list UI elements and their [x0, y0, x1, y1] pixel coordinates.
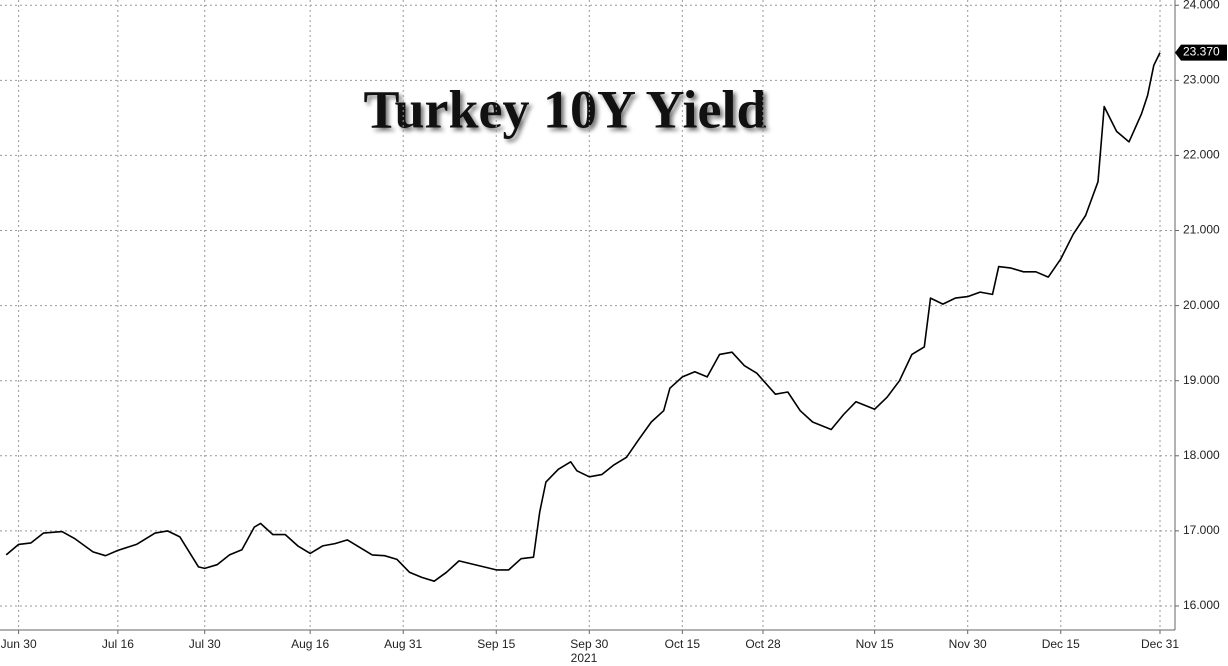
x-tick-label: Oct 15	[665, 637, 701, 651]
y-tick-label: 22.000	[1183, 148, 1220, 162]
x-tick-label: Nov 15	[856, 637, 894, 651]
x-tick-label: Nov 30	[949, 637, 987, 651]
y-tick-label: 23.000	[1183, 73, 1220, 87]
y-tick-label: 21.000	[1183, 223, 1220, 237]
y-tick-label: 24.000	[1183, 0, 1220, 11]
x-tick-label: Jun 30	[1, 637, 37, 651]
last-value-label: 23.370	[1183, 45, 1220, 59]
x-tick-label: Aug 31	[384, 637, 422, 651]
x-tick-label: Jul 30	[189, 637, 221, 651]
y-tick-label: 20.000	[1183, 298, 1220, 312]
x-tick-label: Dec 31	[1141, 637, 1179, 651]
x-tick-label: Sep 30	[570, 637, 608, 651]
x-tick-label: Jul 16	[102, 637, 134, 651]
x-tick-label: Aug 16	[291, 637, 329, 651]
chart-title: Turkey 10Y Yield	[363, 79, 766, 139]
x-tick-label: Oct 28	[745, 637, 781, 651]
line-series	[5, 52, 1161, 582]
last-value-tag	[1175, 44, 1227, 61]
y-tick-label: 18.000	[1183, 448, 1220, 462]
x-axis-label: 2021	[571, 651, 598, 665]
x-tick-label: Sep 15	[477, 637, 515, 651]
y-tick-label: 19.000	[1183, 373, 1220, 387]
y-tick-label: 17.000	[1183, 523, 1220, 537]
y-tick-label: 16.000	[1183, 598, 1220, 612]
x-tick-label: Dec 15	[1042, 637, 1080, 651]
